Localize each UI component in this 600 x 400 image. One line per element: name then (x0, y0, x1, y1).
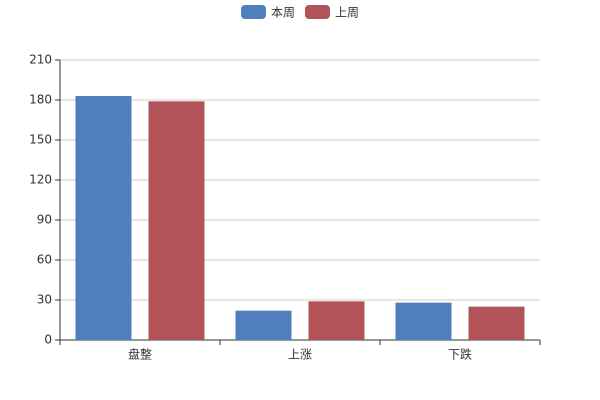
bar (468, 306, 525, 340)
bar (308, 301, 365, 340)
bar (235, 310, 292, 340)
legend-label: 本周 (271, 6, 295, 20)
bar (148, 101, 205, 340)
bar (395, 302, 452, 340)
y-tick-label: 0 (44, 333, 52, 347)
legend-swatch (305, 5, 330, 19)
bar (75, 96, 132, 340)
y-tick-label: 30 (37, 293, 52, 307)
y-tick-label: 150 (29, 133, 52, 147)
legend-label: 上周 (335, 6, 359, 20)
x-tick-label: 上涨 (288, 347, 312, 362)
legend-swatch (241, 5, 266, 19)
y-tick-label: 120 (29, 173, 52, 187)
y-tick-label: 90 (37, 213, 52, 227)
y-tick-label: 210 (29, 53, 52, 67)
y-tick-label: 60 (37, 253, 52, 267)
y-tick-label: 180 (29, 93, 52, 107)
x-tick-label: 盘整 (128, 347, 152, 362)
x-tick-label: 下跌 (448, 347, 472, 362)
